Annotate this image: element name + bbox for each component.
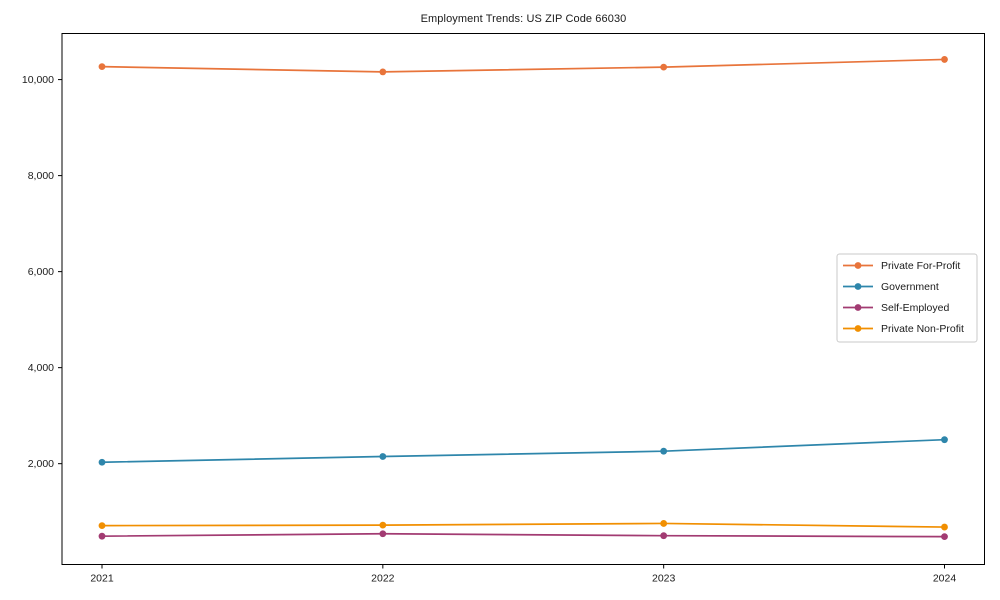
legend: Private For-Profit Government Self-Employe… (836, 253, 978, 343)
legend-marker (854, 304, 862, 311)
y-tick-label: 2,000 (28, 458, 54, 470)
data-point-government (98, 458, 106, 466)
legend-label: Government (881, 281, 939, 293)
legend-item-self-employed: Self-Employed (843, 302, 949, 314)
data-point-private-for-profit (98, 63, 106, 71)
series-government (98, 436, 948, 466)
data-point-private-for-profit (941, 56, 948, 63)
legend-marker (854, 262, 862, 269)
series-line-private-for-profit (101, 58, 945, 73)
y-tick-label: 10,000 (22, 74, 54, 86)
x-tick-label: 2023 (652, 573, 676, 585)
data-point-government (379, 453, 387, 460)
plot-border (61, 33, 985, 565)
legend-item-private-non-profit: Private Non-Profit (843, 323, 964, 335)
data-point-private-non-profit (941, 523, 948, 531)
series-line-self-employed (101, 532, 945, 538)
legend-box (836, 253, 978, 343)
series-self-employed (98, 530, 948, 541)
x-tick-label: 2022 (371, 573, 395, 585)
data-point-self-employed (98, 532, 106, 540)
series-line-government (101, 438, 945, 464)
legend-label: Self-Employed (881, 302, 949, 314)
data-point-self-employed (941, 533, 948, 541)
legend-label: Private Non-Profit (881, 323, 964, 335)
x-tick-label: 2024 (933, 573, 957, 585)
series-private-for-profit (98, 56, 948, 76)
data-point-government (941, 436, 948, 444)
chart-title: Employment Trends: US ZIP Code 66030 (420, 13, 627, 25)
data-point-government (660, 447, 668, 455)
data-point-private-for-profit (660, 63, 668, 71)
x-tick-label: 2021 (90, 573, 114, 585)
series-private-non-profit (98, 520, 948, 531)
legend-marker (854, 325, 862, 332)
data-point-self-employed (379, 530, 387, 538)
data-point-private-non-profit (98, 522, 106, 530)
data-point-private-non-profit (379, 521, 387, 529)
legend-label: Private For-Profit (881, 260, 960, 272)
series-line-private-non-profit (101, 522, 945, 528)
data-point-private-non-profit (660, 520, 668, 527)
legend-item-government: Government (843, 281, 939, 293)
y-tick-label: 4,000 (28, 362, 54, 374)
legend-item-private-for-profit: Private For-Profit (843, 260, 960, 272)
y-tick-label: 8,000 (28, 170, 54, 182)
data-point-self-employed (660, 532, 668, 540)
legend-marker (854, 283, 862, 290)
data-point-private-for-profit (379, 68, 387, 76)
y-tick-label: 6,000 (28, 266, 54, 278)
